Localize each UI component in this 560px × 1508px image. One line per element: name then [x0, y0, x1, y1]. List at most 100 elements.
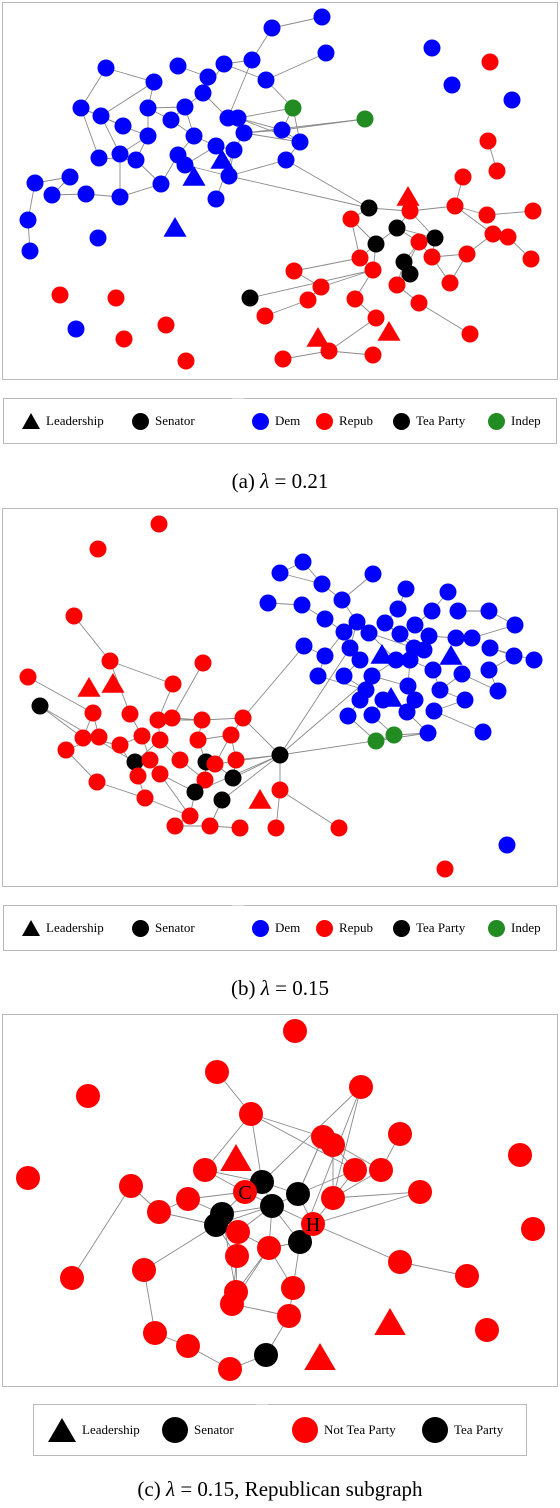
repub-node [231, 819, 249, 837]
dem-node [399, 677, 417, 695]
legend-repub: Repub [316, 399, 373, 443]
dem-node [456, 691, 474, 709]
dem-node [294, 553, 312, 571]
dem-node [215, 55, 233, 73]
legend-leadership: Leadership [48, 1405, 140, 1455]
dem-node [351, 691, 369, 709]
dem-node [363, 706, 381, 724]
dem-node [506, 616, 524, 634]
repub-node [136, 789, 154, 807]
dem-node [111, 145, 129, 163]
teaparty-node [271, 746, 289, 764]
edge [320, 269, 374, 288]
repub-node [225, 1244, 249, 1268]
repub-dot-icon [316, 919, 333, 937]
dem-node [61, 168, 79, 186]
edge [237, 107, 294, 119]
repub-node [234, 709, 252, 727]
repub-node [267, 819, 285, 837]
repub-node [508, 1143, 532, 1167]
repub-node [141, 751, 159, 769]
indep-node [284, 99, 302, 117]
edge [328, 317, 377, 352]
legend-teaparty: Tea Party [393, 399, 465, 443]
dem-node [243, 51, 261, 69]
teaparty-node [288, 1230, 312, 1254]
repub-node [475, 1318, 499, 1342]
repub-node [150, 515, 168, 533]
repub-node [521, 1217, 545, 1241]
labeled-senator-node [233, 1180, 257, 1204]
dem-node [316, 610, 334, 628]
legend-a: Leadership Senator Dem Repub Tea Party I… [3, 398, 557, 444]
repub-node [410, 294, 428, 312]
dem-node [169, 57, 187, 75]
edge [242, 645, 305, 719]
edges [71, 1071, 468, 1370]
legend-senator: Senator [162, 1405, 234, 1455]
repub-node [151, 765, 169, 783]
dem-node [207, 190, 225, 208]
indep-node [367, 732, 385, 750]
edge [332, 1191, 421, 1199]
dem-node [423, 602, 441, 620]
repub-node [181, 807, 199, 825]
repub-node [89, 540, 107, 558]
dem-node [525, 651, 543, 669]
edge [332, 1086, 362, 1199]
edge [312, 1223, 401, 1263]
edge [293, 257, 361, 272]
repub-node [321, 1133, 345, 1157]
repub-node [16, 1166, 40, 1190]
repub-node [281, 1276, 305, 1300]
legend-teaparty: Tea Party [393, 906, 465, 950]
repub-node [239, 1102, 263, 1126]
dem-node [114, 117, 132, 135]
teaparty-node [31, 697, 49, 715]
repub-dot-icon [316, 412, 333, 430]
teaparty-node [426, 229, 444, 247]
repub-node [74, 729, 92, 747]
edge [27, 676, 94, 714]
repub-node [458, 245, 476, 263]
repub-node [388, 276, 406, 294]
dem-node [43, 186, 61, 204]
dem-node [341, 639, 359, 657]
dem-node [333, 591, 351, 609]
nodes: CH [16, 1019, 545, 1381]
repub-node [222, 726, 240, 744]
edge [171, 662, 204, 719]
repub-node [88, 773, 106, 791]
edge [271, 16, 323, 29]
repub-node [446, 197, 464, 215]
repub-node [189, 731, 207, 749]
repub-leadership-node [374, 1308, 406, 1335]
circle-icon [132, 412, 149, 430]
repub-node [367, 309, 385, 327]
repub-node [410, 233, 428, 251]
edge [39, 705, 84, 739]
teaparty-node [204, 1213, 228, 1237]
repub-leadership-node [77, 677, 101, 697]
legend-leadership: Leadership [22, 399, 104, 443]
dem-node [21, 242, 39, 260]
repub-node [176, 1334, 200, 1358]
dem-node [291, 133, 309, 151]
edge [250, 1113, 356, 1171]
legend-dem: Dem [252, 906, 300, 950]
edge [221, 754, 281, 801]
labeled-senator-node [301, 1212, 325, 1236]
edge [71, 1185, 132, 1279]
dem-node [447, 629, 465, 647]
edge [242, 717, 281, 756]
edge [285, 159, 370, 209]
dem-node [498, 836, 516, 854]
dem-node [363, 667, 381, 685]
repub-node [206, 755, 224, 773]
repub-node [51, 286, 69, 304]
dem-node [480, 661, 498, 679]
dem-node [387, 651, 405, 669]
repub-node [423, 248, 441, 266]
dem-node [309, 667, 327, 685]
